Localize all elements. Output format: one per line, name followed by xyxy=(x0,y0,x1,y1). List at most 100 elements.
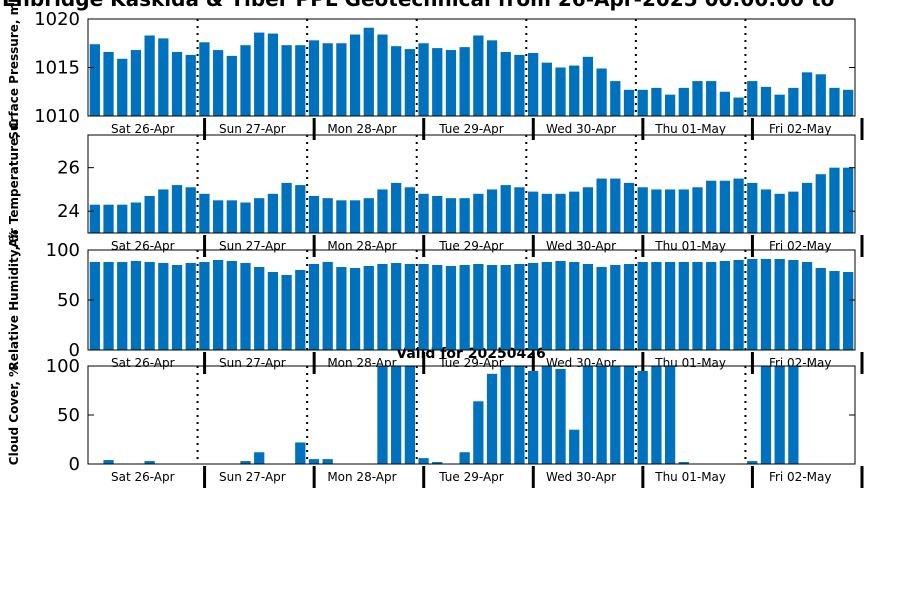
humidity-bar xyxy=(829,271,840,350)
pressure-bar xyxy=(322,43,333,116)
pressure-day-label: Tue 29-Apr xyxy=(438,122,503,136)
cloud-bar xyxy=(404,366,415,464)
cloud-bar xyxy=(103,460,114,464)
pressure-ytick-label: 1020 xyxy=(34,9,80,30)
pressure-bar xyxy=(664,94,676,116)
temperature-bar xyxy=(692,187,703,233)
cloud-day-label: Wed 30-Apr xyxy=(546,470,616,484)
temperature-bar xyxy=(185,187,196,233)
humidity-day-label: Sat 26-Apr xyxy=(111,356,175,370)
pressure-panel: 1010 1015 1020 Surface Pressure, mb Sat 26-A… xyxy=(7,0,864,140)
humidity-bar xyxy=(596,267,607,350)
temperature-ylabel: Air Temperature, C xyxy=(7,120,21,248)
cloud-bar xyxy=(322,459,333,464)
temperature-bar xyxy=(486,189,498,233)
humidity-bar xyxy=(541,262,552,350)
temperature-bar xyxy=(829,167,840,233)
temperature-bar xyxy=(336,200,347,233)
humidity-bar xyxy=(103,262,114,350)
pressure-bar xyxy=(240,45,251,116)
pressure-bar xyxy=(569,65,580,116)
figure-title: Enbridge Kaskida & Tiber PPL Geotechnica… xyxy=(2,0,834,11)
cloud-bar xyxy=(555,368,566,464)
cloud-bar xyxy=(569,429,580,464)
pressure-bar xyxy=(391,46,402,116)
cloud-bar xyxy=(747,461,758,464)
humidity-bar xyxy=(514,264,525,350)
cloud-bar xyxy=(144,461,155,464)
temperature-bar xyxy=(322,198,333,233)
pressure-bar xyxy=(89,44,100,116)
cloud-bar xyxy=(651,366,662,464)
temperature-bar xyxy=(747,182,758,233)
humidity-bar xyxy=(377,264,388,350)
humidity-bar xyxy=(528,263,539,350)
cloud-ylabel: Cloud Cover, % xyxy=(7,365,21,465)
temperature-bar xyxy=(418,193,429,233)
temperature-day-label: Tue 29-Apr xyxy=(438,239,503,253)
cloud-ytick-label: 0 xyxy=(69,454,80,475)
temperature-bar xyxy=(623,182,635,233)
humidity-ytick-label: 100 xyxy=(46,240,80,261)
humidity-bar xyxy=(569,262,580,350)
humidity-bar xyxy=(815,268,826,350)
temperature-day-label: Sun 27-Apr xyxy=(219,239,286,253)
pressure-bar xyxy=(473,35,484,116)
temperature-ytick-label: 26 xyxy=(57,158,80,179)
humidity-bar xyxy=(363,266,374,350)
pressure-bar xyxy=(377,34,388,116)
temperature-bar xyxy=(130,202,142,233)
temperature-bar xyxy=(158,189,169,233)
pressure-bar xyxy=(801,72,813,116)
temperature-bar xyxy=(637,187,648,233)
pressure-bar xyxy=(514,54,525,116)
pressure-bar xyxy=(336,43,347,116)
humidity-bar xyxy=(240,263,251,350)
pressure-bar xyxy=(610,81,621,116)
temperature-bar xyxy=(569,191,580,233)
temperature-bar xyxy=(267,193,279,233)
humidity-bar xyxy=(349,268,361,350)
cloud-ytick-label: 50 xyxy=(57,405,80,426)
temperature-bar xyxy=(473,193,484,233)
chart-panels: 1010 1015 1020 Surface Pressure, mb Sat 26-A… xyxy=(7,0,864,488)
humidity-bar xyxy=(212,260,224,350)
pressure-bar xyxy=(692,81,703,116)
humidity-day-label: Sun 27-Apr xyxy=(219,356,286,370)
humidity-bar xyxy=(801,262,813,350)
pressure-bar xyxy=(212,50,224,116)
humidity-bar xyxy=(322,262,333,350)
pressure-bar xyxy=(226,55,237,116)
cloud-ytick-label: 100 xyxy=(46,356,80,377)
temperature-bar xyxy=(664,189,676,233)
cloud-panel: 0 50 100 Cloud Cover, % Sat 26-Apr Sun 27-Apr… xyxy=(7,356,864,488)
cloud-bar xyxy=(308,459,320,464)
temperature-bar xyxy=(843,167,854,233)
temperature-day-label: Fri 02-May xyxy=(769,239,832,253)
humidity-bar xyxy=(308,264,320,350)
humidity-bar xyxy=(651,262,662,350)
cloud-bar xyxy=(473,401,484,464)
temperature-bar xyxy=(240,202,251,233)
humidity-day-label: Tue 29-Apr xyxy=(438,356,503,370)
pressure-bar xyxy=(144,35,155,116)
pressure-bar xyxy=(774,94,785,116)
cloud-bar xyxy=(500,366,511,464)
humidity-bar xyxy=(678,262,689,350)
temperature-bar xyxy=(295,185,306,233)
temperature-bar xyxy=(281,182,292,233)
temperature-bar xyxy=(391,182,402,233)
pressure-day-label: Thu 01-May xyxy=(654,122,726,136)
cloud-bar xyxy=(486,373,498,464)
humidity-bar xyxy=(199,262,210,350)
temperature-bar xyxy=(541,193,552,233)
humidity-bar xyxy=(404,264,415,350)
humidity-bar xyxy=(774,259,785,350)
temperature-bar xyxy=(651,189,662,233)
pressure-bar xyxy=(363,27,374,117)
pressure-bar xyxy=(541,62,552,116)
humidity-bar xyxy=(254,267,265,350)
temperature-bar xyxy=(459,198,470,233)
humidity-bar xyxy=(144,262,155,350)
pressure-ylabel: Surface Pressure, mb xyxy=(7,0,21,140)
